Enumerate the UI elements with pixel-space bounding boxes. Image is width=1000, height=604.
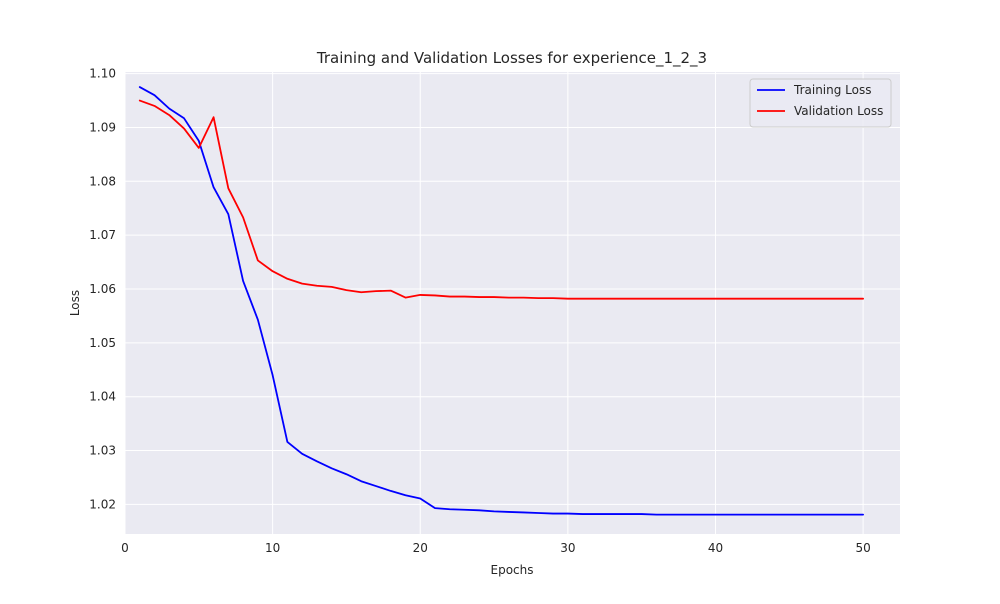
x-tick-label: 40 [708,541,723,555]
x-tick-label: 0 [121,541,129,555]
x-tick-label: 50 [855,541,870,555]
y-tick-label: 1.03 [89,444,116,458]
y-tick-label: 1.05 [89,336,116,350]
x-tick-label: 30 [560,541,575,555]
y-tick-label: 1.08 [89,174,116,188]
y-tick-label: 1.04 [89,390,116,404]
y-tick-label: 1.10 [89,67,116,81]
x-tick-label: 20 [413,541,428,555]
series-lines [138,86,864,516]
plot-background [125,72,900,534]
training-loss-line [138,86,864,516]
y-tick-label: 1.02 [89,497,116,511]
y-tick-label: 1.09 [89,120,116,134]
legend-label-validation: Validation Loss [794,104,883,118]
y-axis-label: Loss [68,290,82,316]
x-axis-label: Epochs [491,563,534,577]
validation-loss-line [138,99,864,300]
legend-box [749,78,892,128]
chart-title: Training and Validation Losses for exper… [316,49,707,68]
y-tick-label: 1.07 [89,228,116,242]
y-tick-label: 1.06 [89,282,116,296]
tick-labels: 0 10 20 30 40 50 1.02 1.03 1.04 1.05 1.06 1.07 1.08 1… [89,67,870,555]
legend-label-training: Training Loss [793,83,871,97]
legend: Training Loss Validation Loss [749,78,892,128]
x-tick-label: 10 [265,541,280,555]
